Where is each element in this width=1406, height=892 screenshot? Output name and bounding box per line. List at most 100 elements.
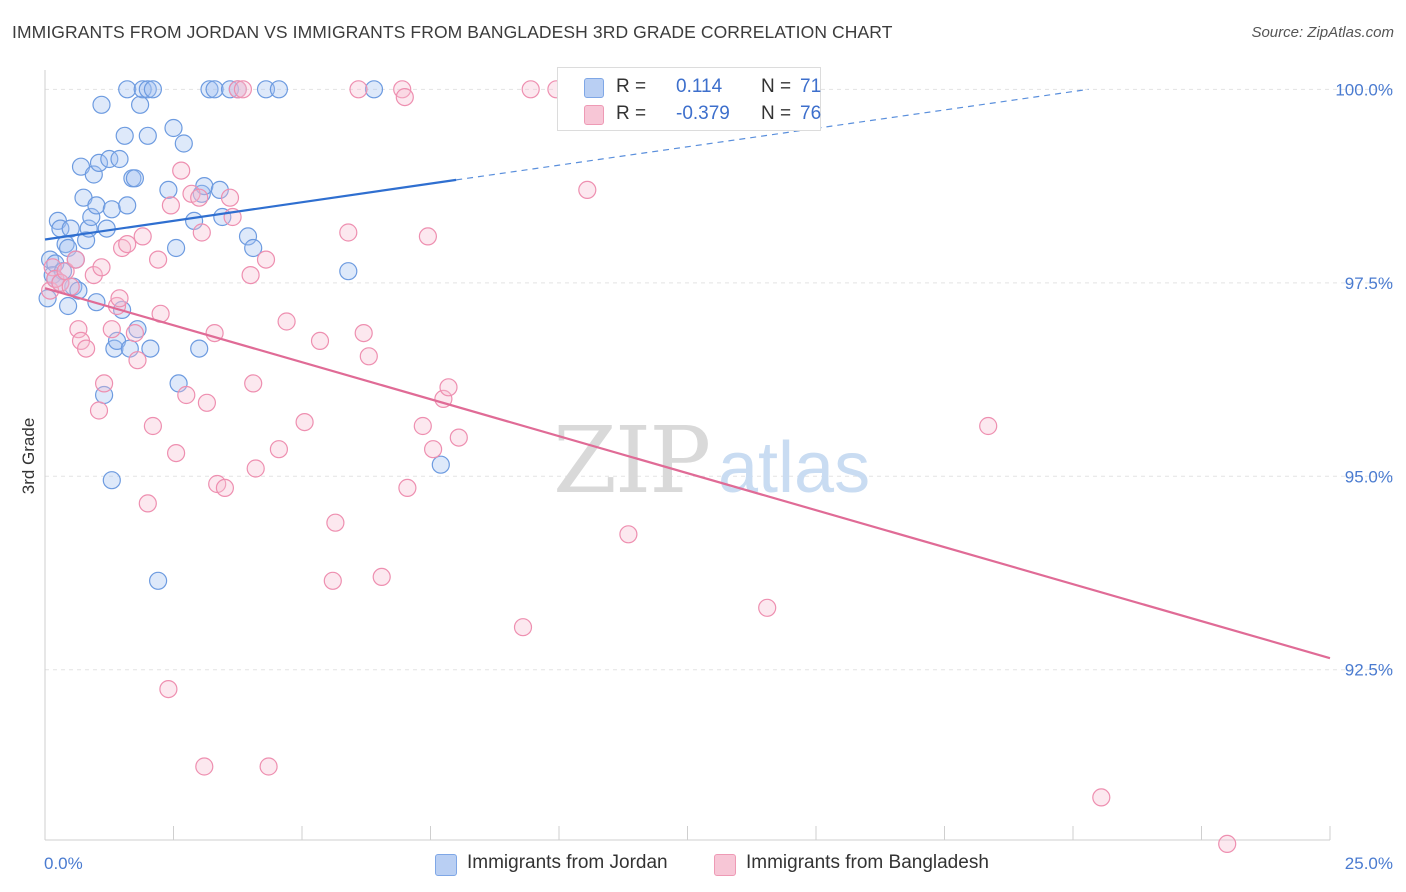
jordan-point	[115, 126, 134, 145]
bangladesh-point	[424, 440, 443, 459]
bangladesh-point	[215, 478, 234, 497]
bangladesh-point	[125, 324, 144, 343]
jordan-point	[100, 149, 119, 169]
watermark: ZIP atlas	[553, 407, 870, 514]
bangladesh-point	[197, 393, 216, 412]
trend-lines	[44, 88, 1331, 660]
bangladesh-point	[758, 598, 777, 617]
jordan-point	[269, 80, 288, 99]
watermark-atlas: atlas	[718, 428, 870, 508]
legend-r-value: -0.379	[676, 103, 730, 124]
bangladesh-point	[94, 374, 114, 393]
bangladesh-point	[619, 525, 638, 544]
jordan-point	[131, 95, 150, 114]
bangladesh-point	[323, 571, 342, 590]
legend-r-value: 0.114	[676, 76, 723, 97]
jordan-point	[141, 339, 160, 358]
source-label: Source: ZipAtlas.com	[1251, 24, 1394, 41]
jordan-point	[87, 196, 106, 215]
bangladesh-point	[118, 235, 137, 254]
legend-n-label: N =	[761, 76, 792, 97]
bangladesh-point	[439, 378, 458, 397]
legend-label-bangladesh: Immigrants from Bangladesh	[746, 852, 989, 873]
bangladesh-point	[233, 80, 252, 99]
jordan-point	[82, 207, 101, 227]
jordan-point	[364, 80, 384, 99]
chart-title: IMMIGRANTS FROM JORDAN VS IMMIGRANTS FRO…	[12, 22, 893, 42]
bangladesh-point	[256, 250, 276, 269]
jordan-point	[138, 80, 157, 99]
jordan-point	[205, 80, 224, 99]
jordan-point	[110, 149, 129, 169]
bangladesh-point	[195, 757, 214, 776]
jordan-point	[89, 153, 109, 172]
jordan-point	[92, 95, 111, 114]
y-axis-title: 3rd Grade	[19, 418, 38, 495]
jordan-point	[84, 165, 103, 184]
bangladesh-point	[269, 440, 288, 459]
jordan-point	[339, 262, 358, 281]
legend-swatch-jordan	[435, 854, 457, 876]
bangladesh-point	[69, 320, 88, 339]
jordan-point	[220, 80, 240, 99]
bangladesh-point	[84, 266, 103, 285]
jordan-point	[125, 169, 144, 188]
bangladesh-point	[92, 258, 111, 277]
legend-n-value: 71	[800, 76, 822, 97]
legend-n-label: N =	[761, 103, 792, 124]
bangladesh-point	[149, 250, 168, 269]
bangladesh-point	[513, 618, 533, 637]
legend-swatch-bangladesh	[714, 854, 736, 876]
bangladesh-point	[89, 401, 109, 420]
bangladesh-point	[310, 331, 330, 350]
jordan-point	[58, 296, 78, 316]
legend-swatch-jordan	[584, 78, 604, 98]
bangladesh-point	[220, 188, 240, 207]
legend-swatch-bangladesh	[584, 105, 604, 125]
jordan-point	[238, 227, 258, 246]
bangladesh-point	[102, 320, 121, 339]
bangladesh-point	[372, 567, 391, 587]
bangladesh-point	[395, 87, 414, 107]
bangladesh-point	[167, 444, 186, 463]
jordan-point	[143, 80, 162, 99]
jordan-point	[76, 231, 96, 250]
jordan-point	[431, 455, 450, 474]
bangladesh-point	[354, 324, 373, 343]
bangladesh-point	[259, 757, 278, 776]
bangladesh-point	[192, 223, 211, 242]
bangladesh-point	[133, 227, 152, 246]
y-tick-label: 97.5%	[1345, 274, 1393, 293]
bangladesh-point	[228, 80, 247, 99]
bangladesh-point	[413, 416, 432, 436]
bangladesh-point	[449, 428, 468, 447]
bangladesh-point	[339, 223, 358, 242]
bangladesh-point	[110, 289, 129, 308]
series-jordan-points	[38, 80, 450, 590]
x-tick-label: 25.0%	[1345, 854, 1393, 873]
jordan-point	[200, 80, 219, 99]
legend-r-label: R =	[616, 103, 647, 124]
jordan-point	[61, 219, 80, 238]
bangladesh-point	[66, 250, 85, 269]
jordan-point	[118, 80, 137, 99]
bangladesh-point	[578, 180, 597, 199]
jordan-point	[164, 118, 183, 138]
bangladesh-point	[246, 459, 265, 478]
bangladesh-point	[61, 277, 80, 296]
bangladesh-point	[1218, 834, 1237, 854]
bangladesh-point	[418, 227, 437, 246]
bangladesh-point	[161, 196, 180, 215]
bangladesh-point	[326, 513, 345, 532]
bangladesh-point	[521, 80, 540, 99]
bangladesh-point	[76, 339, 96, 358]
watermark-zip: ZIP	[553, 407, 709, 514]
bangladesh-point	[277, 312, 296, 331]
y-tick-label: 100.0%	[1335, 80, 1393, 99]
bangladesh-point	[359, 347, 378, 366]
jordan-point	[159, 180, 178, 199]
legend-n-value: 76	[800, 103, 822, 124]
jordan-point	[149, 571, 168, 590]
jordan-trend-extension	[456, 88, 1089, 181]
